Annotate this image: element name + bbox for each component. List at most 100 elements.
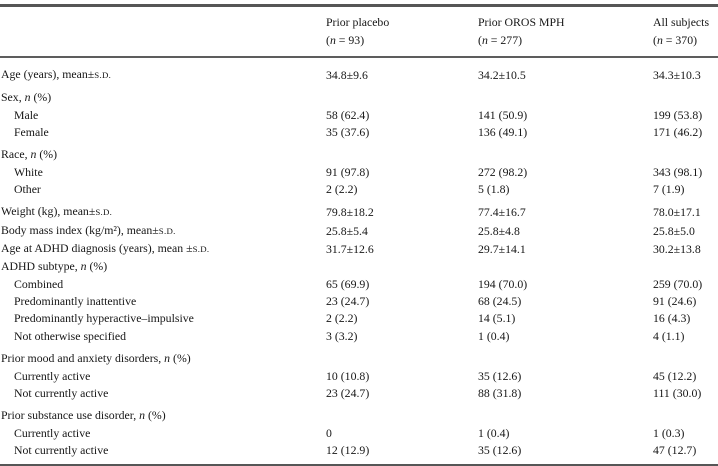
cell-all-subjects: 16 (4.3) (653, 311, 691, 326)
table-row: Race, n (%) (0, 141, 718, 163)
cell-prior-oros-mph (478, 84, 653, 106)
cell-prior-placebo: 79.8±18.2 (326, 205, 374, 220)
row-label: Not otherwise specified (14, 328, 127, 343)
cell-prior-oros-mph: 88 (31.8) (478, 385, 522, 400)
cell-prior-oros-mph: 141 (50.9) (478, 107, 528, 122)
cell-prior-oros-mph: 35 (12.6) (478, 442, 522, 457)
row-label: Predominantly hyperactive–impulsive (14, 311, 194, 326)
table-row: White 91 (97.8) 272 (98.2) 343 (98.1) (0, 164, 718, 181)
cell-prior-placebo: 3 (3.2) (326, 328, 358, 343)
cell-prior-placebo: 65 (69.9) (326, 276, 370, 291)
table-row: Weight (kg), mean±S.D. 79.8±18.2 77.4±16… (0, 198, 718, 221)
header-prior-oros-mph: Prior OROS MPH (n = 277) (478, 5, 653, 58)
cell-all-subjects (653, 258, 718, 275)
cell-prior-oros-mph: 77.4±16.7 (478, 205, 526, 220)
cell-all-subjects: 45 (12.2) (653, 368, 697, 383)
row-label: Age at ADHD diagnosis (years), mean ±S.D… (1, 241, 210, 256)
cell-prior-placebo: 35 (37.6) (326, 125, 370, 140)
row-label: Age (years), mean±S.D. (1, 67, 112, 81)
table-row: Female 35 (37.6) 136 (49.1) 171 (46.2) (0, 124, 718, 141)
table-row: Predominantly hyperactive–impulsive 2 (2… (0, 310, 718, 327)
demographics-table: Prior placebo (n = 93) Prior OROS MPH (n… (0, 4, 718, 466)
row-label: White (14, 164, 43, 179)
column-n: (n = 277) (478, 32, 523, 47)
cell-all-subjects: 47 (12.7) (653, 442, 697, 457)
cell-prior-oros-mph: 272 (98.2) (478, 164, 528, 179)
cell-prior-placebo: 23 (24.7) (326, 294, 370, 309)
cell-all-subjects (653, 141, 718, 163)
row-label: Sex, n (%) (1, 90, 52, 105)
cell-prior-placebo (326, 141, 478, 163)
table-row: Age (years), mean±S.D. 34.8±9.6 34.2±10.… (0, 57, 718, 84)
cell-all-subjects: 30.2±13.8 (653, 242, 701, 257)
table-header: Prior placebo (n = 93) Prior OROS MPH (n… (0, 5, 718, 58)
column-title: Prior OROS MPH (478, 15, 565, 29)
cell-prior-oros-mph: 29.7±14.1 (478, 242, 526, 257)
cell-prior-oros-mph: 35 (12.6) (478, 368, 522, 383)
cell-all-subjects (653, 402, 718, 424)
cell-all-subjects: 91 (24.6) (653, 294, 697, 309)
cell-prior-oros-mph: 136 (49.1) (478, 125, 528, 140)
cell-prior-oros-mph (478, 258, 653, 275)
table-row: Male 58 (62.4) 141 (50.9) 199 (53.8) (0, 107, 718, 124)
cell-prior-oros-mph: 5 (1.8) (478, 182, 510, 197)
column-title: All subjects (653, 15, 710, 29)
column-title: Prior placebo (326, 15, 390, 29)
cell-prior-oros-mph: 14 (5.1) (478, 311, 516, 326)
cell-prior-oros-mph: 1 (0.4) (478, 425, 510, 440)
cell-prior-placebo: 10 (10.8) (326, 368, 370, 383)
cell-prior-placebo (326, 345, 478, 367)
cell-prior-placebo (326, 402, 478, 424)
table-row: Not currently active 23 (24.7) 88 (31.8)… (0, 385, 718, 402)
cell-prior-placebo (326, 258, 478, 275)
table-row: ADHD subtype, n (%) (0, 258, 718, 275)
cell-prior-placebo (326, 84, 478, 106)
header-row: Prior placebo (n = 93) Prior OROS MPH (n… (0, 5, 718, 58)
table-row: Not otherwise specified 3 (3.2) 1 (0.4) … (0, 328, 718, 345)
cell-prior-oros-mph: 1 (0.4) (478, 328, 510, 343)
table-row: Prior substance use disorder, n (%) (0, 402, 718, 424)
cell-all-subjects: 25.8±5.0 (653, 223, 695, 238)
cell-prior-oros-mph (478, 402, 653, 424)
table-row: Sex, n (%) (0, 84, 718, 106)
table-row: Body mass index (kg/m²), mean±S.D. 25.8±… (0, 222, 718, 240)
row-label: Weight (kg), mean±S.D. (1, 204, 113, 219)
cell-prior-placebo: 12 (12.9) (326, 442, 370, 457)
table-row: Currently active 10 (10.8) 35 (12.6) 45 … (0, 368, 718, 385)
row-label: Predominantly inattentive (14, 294, 137, 309)
cell-all-subjects (653, 84, 718, 106)
table-row: Age at ADHD diagnosis (years), mean ±S.D… (0, 240, 718, 258)
header-all-subjects: All subjects (n = 370) (653, 5, 718, 58)
row-label: Other (14, 182, 41, 197)
row-label: Currently active (14, 425, 91, 440)
header-empty-cell (0, 5, 326, 58)
table-row: Predominantly inattentive 23 (24.7) 68 (… (0, 293, 718, 310)
cell-all-subjects: 7 (1.9) (653, 182, 685, 197)
cell-prior-oros-mph: 34.2±10.5 (478, 68, 526, 82)
header-prior-placebo: Prior placebo (n = 93) (326, 5, 478, 58)
cell-all-subjects: 199 (53.8) (653, 107, 703, 122)
cell-prior-placebo: 91 (97.8) (326, 164, 370, 179)
cell-prior-placebo: 2 (2.2) (326, 182, 358, 197)
cell-prior-oros-mph: 25.8±4.8 (478, 223, 520, 238)
cell-all-subjects: 78.0±17.1 (653, 205, 701, 220)
table-row: Prior mood and anxiety disorders, n (%) (0, 345, 718, 367)
row-label: Female (14, 125, 49, 140)
cell-all-subjects: 171 (46.2) (653, 125, 703, 140)
cell-all-subjects: 4 (1.1) (653, 328, 685, 343)
column-n: (n = 370) (653, 32, 698, 47)
cell-prior-oros-mph: 194 (70.0) (478, 276, 528, 291)
row-label: Body mass index (kg/m²), mean±S.D. (1, 222, 176, 237)
cell-prior-placebo: 31.7±12.6 (326, 242, 374, 257)
cell-all-subjects (653, 345, 718, 367)
cell-prior-oros-mph (478, 141, 653, 163)
table-row: Combined 65 (69.9) 194 (70.0) 259 (70.0) (0, 276, 718, 293)
cell-prior-placebo: 0 (326, 425, 332, 440)
cell-all-subjects: 259 (70.0) (653, 276, 703, 291)
cell-prior-placebo: 23 (24.7) (326, 385, 370, 400)
row-label: Prior mood and anxiety disorders, n (%) (1, 351, 191, 366)
row-label: Male (14, 107, 39, 122)
row-label: ADHD subtype, n (%) (1, 259, 108, 274)
row-label: Combined (14, 276, 64, 291)
